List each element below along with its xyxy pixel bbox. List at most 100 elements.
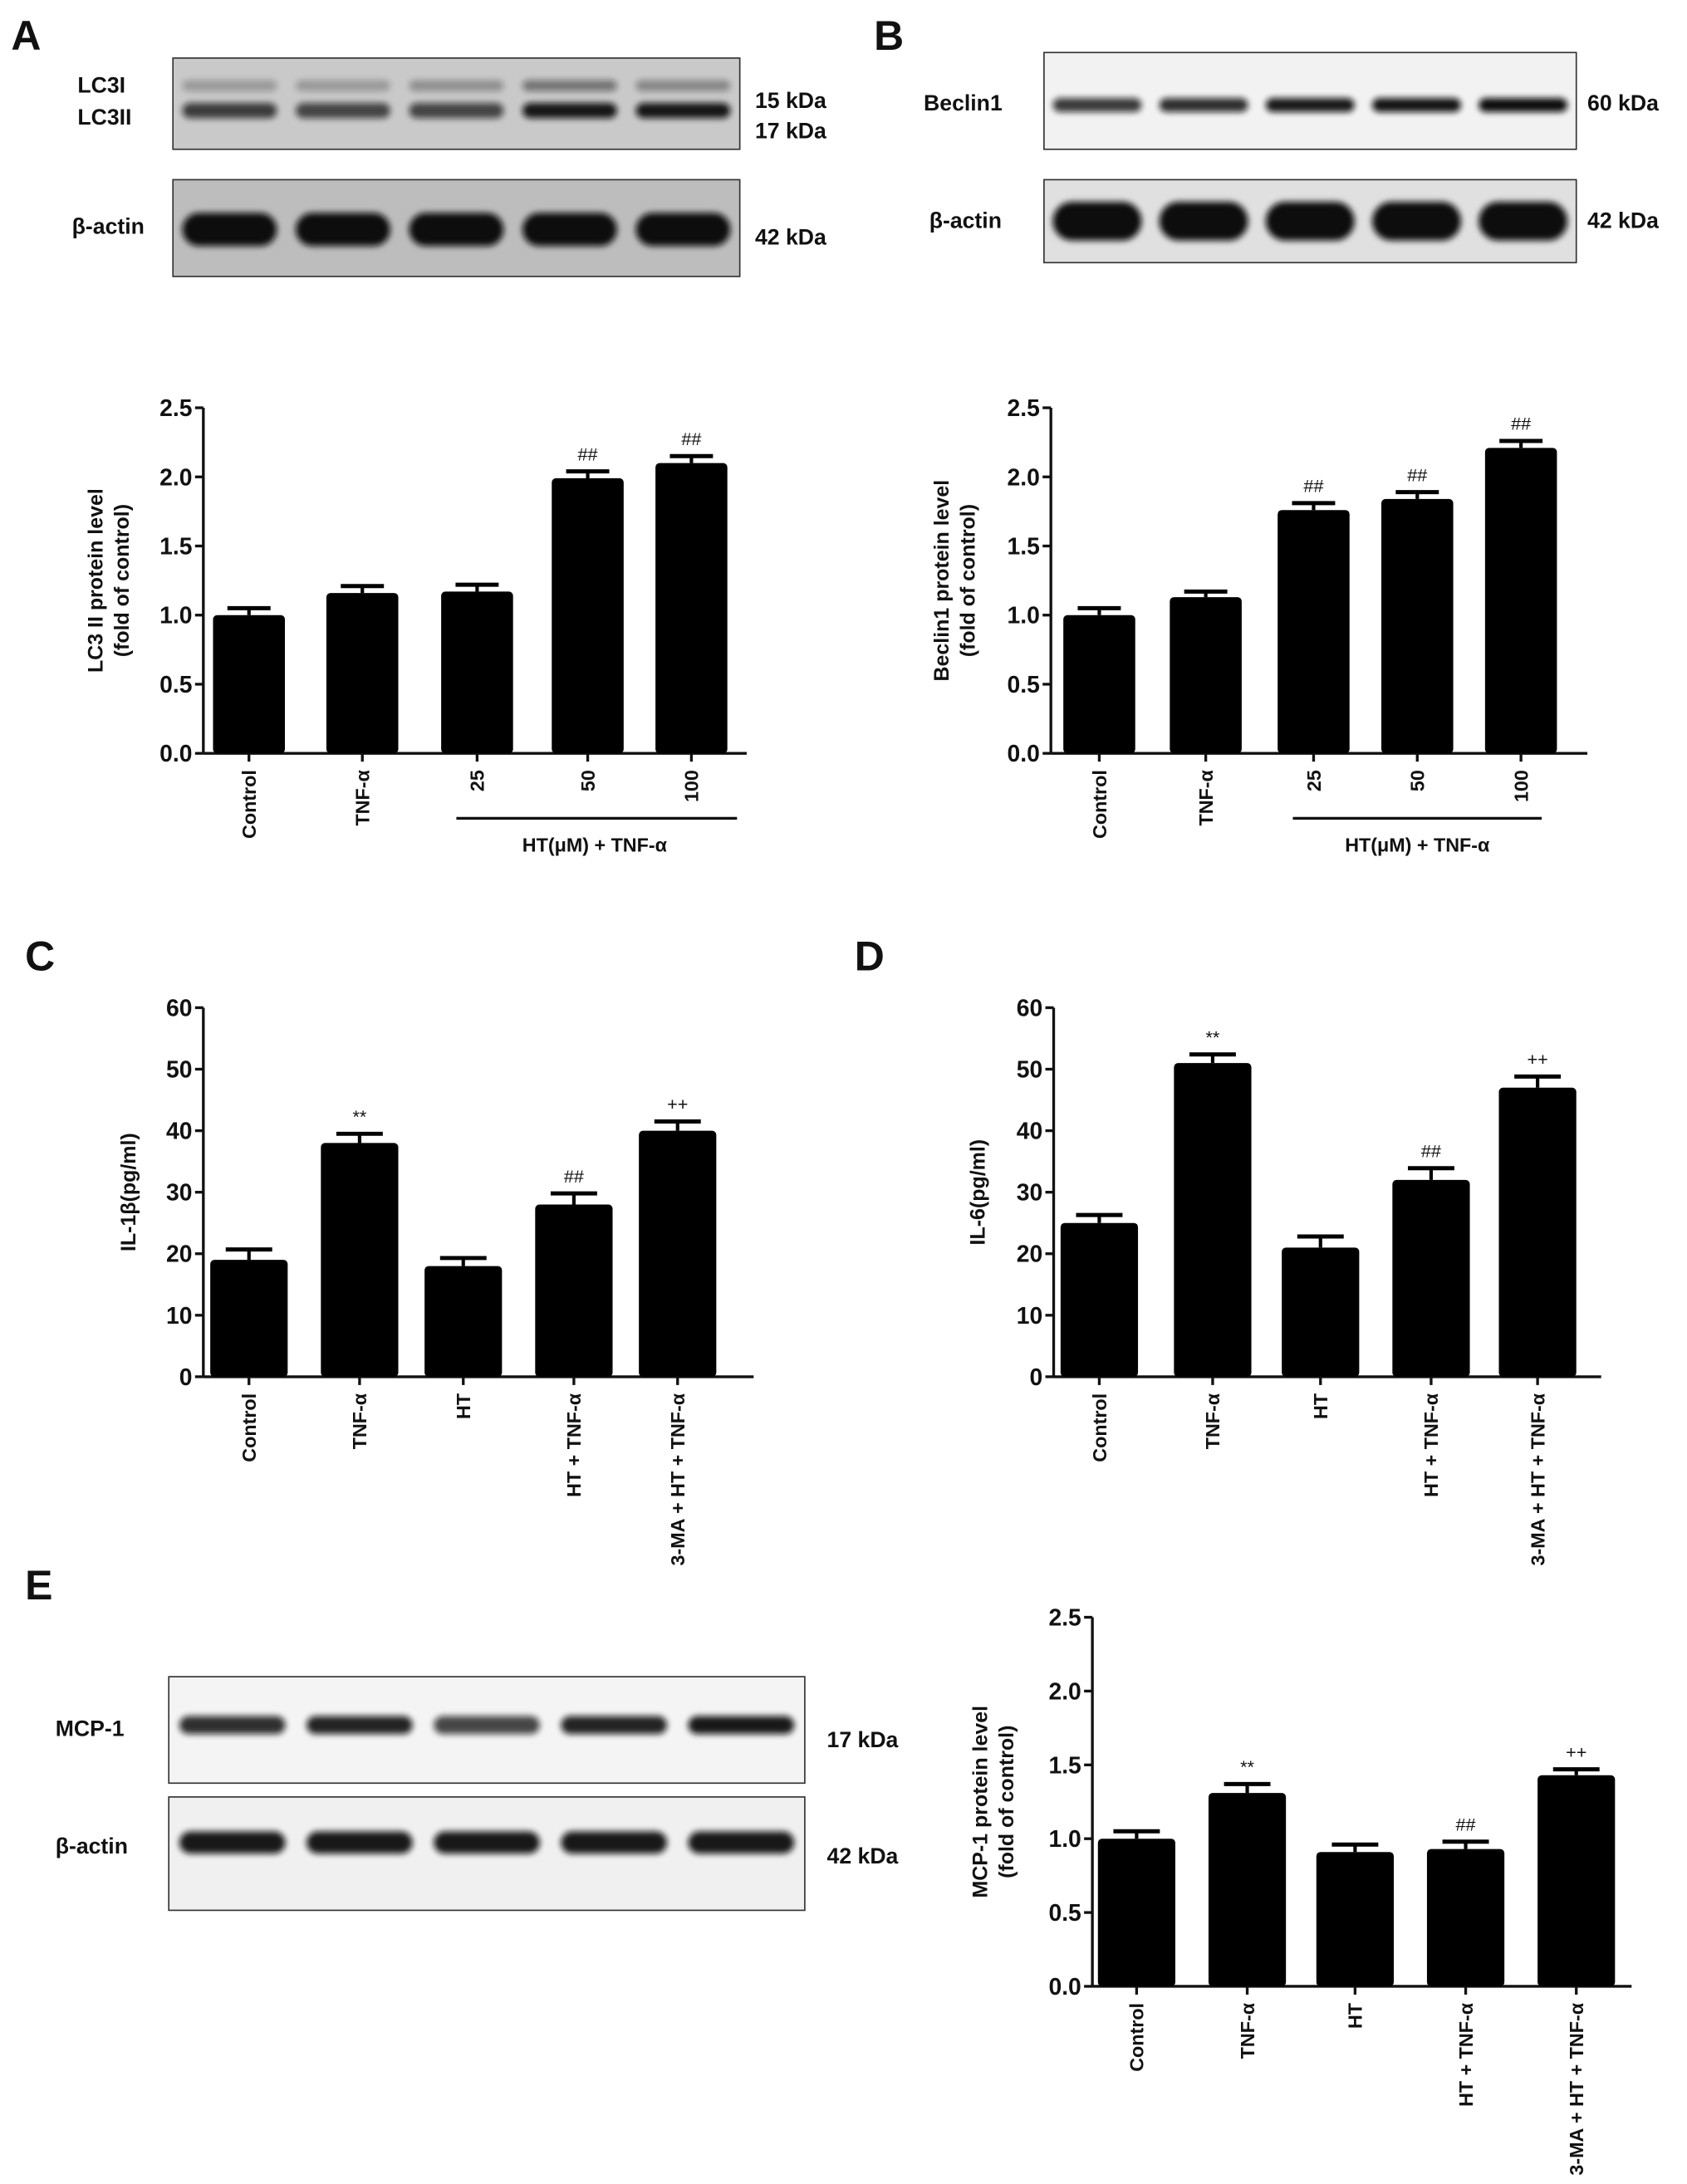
x-category-label: Control (238, 1393, 260, 1462)
bar (1484, 448, 1557, 754)
bar (1063, 615, 1135, 754)
protein-band (434, 1831, 540, 1854)
panel-letter-e: E (25, 1562, 52, 1609)
y-tick-label: 20 (166, 1241, 192, 1267)
y-axis-label: (fold of control) (957, 504, 980, 657)
protein-band (1159, 202, 1248, 241)
x-category-label: TNF-α (1237, 2002, 1258, 2059)
bar (655, 463, 728, 754)
protein-band (182, 103, 277, 119)
protein-band (179, 1716, 286, 1735)
bar (1278, 510, 1350, 754)
blot-label-beclin1: Beclin1 (924, 91, 1003, 115)
y-tick-label: 30 (1017, 1179, 1042, 1206)
protein-band (1052, 98, 1142, 112)
significance-marker: ++ (1527, 1049, 1547, 1070)
x-category-label: 100 (681, 770, 703, 802)
bar (535, 1204, 613, 1377)
y-tick-label: 0.5 (1048, 1899, 1081, 1926)
kda-label: 42 kDa (1587, 208, 1659, 233)
protein-band (635, 213, 731, 247)
chart-a: 0.0 0.5 1.0 1.5 2.0 2.5 LC3 II protein level (f… (84, 394, 747, 855)
y-axis-label: Beclin1 protein level (930, 480, 954, 682)
kda-label: 17 kDa (827, 1727, 899, 1752)
protein-band (561, 1716, 667, 1735)
y-tick-label: 1.0 (159, 602, 192, 629)
protein-band (182, 80, 277, 91)
protein-band (1052, 202, 1142, 241)
bar (639, 1130, 717, 1377)
bar (210, 1260, 288, 1377)
y-axis-label: (fold of control) (995, 1726, 1018, 1878)
significance-marker: ** (1240, 1756, 1254, 1777)
kda-label: 15 kDa (755, 88, 826, 113)
y-axis-label: IL-1β(pg/ml) (117, 1133, 140, 1251)
protein-band (688, 1831, 795, 1854)
protein-band (522, 213, 617, 247)
y-tick-label: 1.5 (1008, 532, 1040, 559)
panel-letter-b: B (874, 12, 904, 59)
y-axis-label: MCP-1 protein level (969, 1706, 993, 1898)
bar (1381, 498, 1454, 754)
y-tick-label: 40 (1017, 1118, 1042, 1144)
x-category-label: TNF-α (1195, 769, 1217, 825)
x-category-label: 50 (1407, 770, 1429, 791)
panel-letter-c: C (25, 933, 55, 980)
y-tick-label: 0.0 (1008, 740, 1040, 766)
significance-marker: ## (1303, 476, 1323, 497)
y-tick-label: 0 (1029, 1364, 1042, 1390)
protein-band (182, 213, 277, 247)
protein-band (635, 80, 731, 91)
x-category-label: HT + TNF-α (563, 1393, 585, 1497)
y-tick-label: 2.0 (1048, 1677, 1081, 1704)
chart-e: 0.0 0.5 1.0 1.5 2.0 2.5 MCP-1 protein level (fo… (969, 1604, 1632, 2176)
y-tick-label: 0.0 (159, 740, 192, 766)
bar (424, 1266, 503, 1377)
protein-band (1479, 202, 1568, 241)
y-axis-label: (fold of control) (110, 504, 134, 657)
y-tick-label: 2.5 (159, 394, 192, 421)
bar (1174, 1063, 1252, 1377)
x-category-label: TNF-α (1202, 1393, 1224, 1449)
kda-label: 17 kDa (755, 118, 826, 143)
protein-band (409, 80, 504, 91)
y-tick-label: 1.0 (1048, 1825, 1081, 1852)
significance-marker: ** (352, 1106, 366, 1127)
x-category-label: 100 (1510, 770, 1532, 802)
bar (1537, 1775, 1616, 1986)
x-category-label: Control (1126, 2003, 1148, 2072)
y-tick-label: 60 (166, 994, 192, 1021)
bar (1392, 1179, 1470, 1377)
western-blots (168, 51, 1577, 1912)
kda-label: 42 kDa (755, 225, 826, 250)
protein-band (179, 1831, 286, 1854)
x-category-label: HT (1310, 1393, 1331, 1419)
bar (321, 1143, 399, 1377)
y-tick-label: 2.0 (159, 463, 192, 490)
protein-band (409, 103, 504, 119)
y-tick-label: 2.5 (1048, 1604, 1081, 1631)
kda-label: 60 kDa (1587, 91, 1659, 115)
x-category-label: 3-MA + HT + TNF-α (1527, 1393, 1548, 1565)
significance-marker: ** (1206, 1026, 1220, 1047)
bar (1282, 1247, 1360, 1377)
y-tick-label: 40 (166, 1118, 192, 1144)
bar (1426, 1849, 1505, 1986)
x-category-label: HT + TNF-α (1420, 1393, 1442, 1497)
significance-marker: ## (1456, 1814, 1476, 1834)
x-category-label: 50 (577, 770, 599, 791)
protein-band (409, 213, 504, 247)
significance-marker: ++ (1566, 1741, 1586, 1762)
y-tick-label: 2.0 (1008, 463, 1040, 490)
x-category-label: TNF-α (349, 1393, 370, 1449)
blot-label-mcp1: MCP-1 (56, 1716, 125, 1741)
blot-label-lc3i: LC3I (77, 73, 125, 98)
x-category-label: Control (1089, 1393, 1111, 1462)
protein-band (522, 80, 617, 91)
panel-letter-a: A (11, 12, 41, 59)
bar (213, 615, 286, 754)
blot-label-lc3ii: LC3II (77, 105, 131, 130)
bar (441, 591, 513, 754)
